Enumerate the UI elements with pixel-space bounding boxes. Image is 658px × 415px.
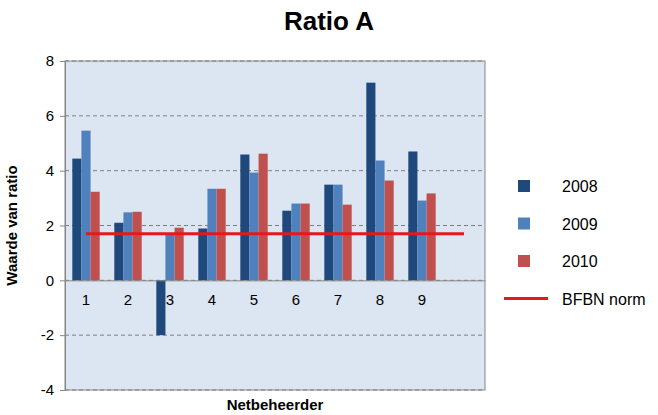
- bar: [301, 204, 310, 281]
- bar: [375, 161, 384, 281]
- bar-series: [72, 83, 417, 336]
- grid-line: [65, 61, 485, 62]
- bar: [385, 181, 394, 281]
- tick: 5: [250, 280, 258, 308]
- tick-label: 1: [82, 291, 90, 308]
- bar: [198, 229, 207, 281]
- tick-label: 4: [46, 162, 54, 179]
- tick-mark: [60, 61, 65, 62]
- tick-label: -2: [41, 326, 54, 343]
- legend-symbol: [518, 180, 530, 192]
- plot-area: [65, 61, 485, 390]
- bar: [343, 205, 352, 281]
- axis-line: [60, 62, 66, 391]
- bar: [175, 228, 184, 281]
- legend: 2008 2009 2010 BFBN norm: [504, 178, 646, 308]
- tick: 3: [166, 280, 174, 308]
- legend-label: 2010: [562, 253, 598, 270]
- bar-series: [91, 154, 436, 281]
- tick: -2: [41, 326, 65, 343]
- marks: [72, 83, 464, 336]
- bar: [259, 154, 268, 281]
- bar: [249, 173, 258, 281]
- legend-label: 2008: [562, 178, 598, 195]
- tick: 4: [46, 162, 65, 179]
- tick-mark: [60, 335, 65, 336]
- bar: [114, 223, 123, 281]
- y-axis: -4 -2 0 2 4 6 8: [41, 52, 66, 398]
- bar: [156, 280, 165, 335]
- bar: [291, 204, 300, 281]
- bar: [240, 154, 249, 280]
- tick: 6: [292, 280, 300, 308]
- tick-mark: [60, 390, 65, 391]
- bar: [81, 131, 90, 281]
- tick: -4: [41, 381, 65, 398]
- bar: [366, 83, 375, 281]
- tick-label: 9: [418, 291, 426, 308]
- grid-line: [65, 335, 485, 336]
- tick: 8: [46, 52, 65, 69]
- tick-label: 0: [46, 272, 54, 289]
- tick-label: 2: [46, 217, 54, 234]
- tick-label: -4: [41, 381, 54, 398]
- legend-label: 2009: [562, 216, 598, 233]
- title: Ratio A: [284, 6, 374, 36]
- tick-label: 2: [124, 291, 132, 308]
- tick: 8: [376, 280, 384, 308]
- tick: 2: [124, 280, 132, 308]
- legend-label: BFBN norm: [562, 291, 646, 308]
- tick: 1: [82, 280, 90, 308]
- legend-symbol: [504, 297, 548, 300]
- grid-line: [65, 170, 485, 171]
- legend-symbol: [518, 255, 530, 267]
- tick: 9: [418, 280, 426, 308]
- tick: 2: [46, 217, 65, 234]
- grid-line: [65, 390, 485, 391]
- line: [86, 232, 464, 235]
- tick: 4: [208, 280, 216, 308]
- bar: [72, 159, 81, 281]
- tick-mark: [60, 226, 65, 227]
- grid: [65, 61, 485, 390]
- bar: [91, 192, 100, 281]
- x-axis-title: Netbeheerder: [227, 396, 324, 413]
- tick-label: 3: [166, 291, 174, 308]
- tick-label: 8: [46, 52, 54, 69]
- tick: 6: [46, 107, 65, 124]
- tick-label: 4: [208, 291, 216, 308]
- bar: [427, 193, 436, 280]
- tick-mark: [60, 171, 65, 172]
- bar: [133, 212, 142, 281]
- tick-label: 6: [46, 107, 54, 124]
- tick-mark: [60, 116, 65, 117]
- tick-label: 5: [250, 291, 258, 308]
- tick-label: 7: [334, 291, 342, 308]
- bar: [165, 235, 174, 281]
- tick-mark: [60, 280, 65, 281]
- tick: 0: [46, 272, 65, 289]
- bar: [123, 212, 132, 280]
- x-axis: 1 2 3 4 5 6 7 8 9: [66, 280, 486, 308]
- bar-series: [81, 131, 426, 281]
- tick-label: 6: [292, 291, 300, 308]
- bar: [417, 201, 426, 281]
- tick-label: 8: [376, 291, 384, 308]
- bar: [408, 151, 417, 280]
- tick: 7: [334, 280, 342, 308]
- axis-line: [66, 280, 486, 281]
- bar: [282, 211, 291, 281]
- grid-line: [65, 115, 485, 116]
- y-axis-title: Waarde van ratio: [3, 165, 20, 285]
- chart: -4 -2 0 2 4 6 8 1 2 3 4 5 6 7 8 9 Ratio A Netbeheerder Waa…: [0, 0, 658, 415]
- legend-symbol: [518, 218, 530, 230]
